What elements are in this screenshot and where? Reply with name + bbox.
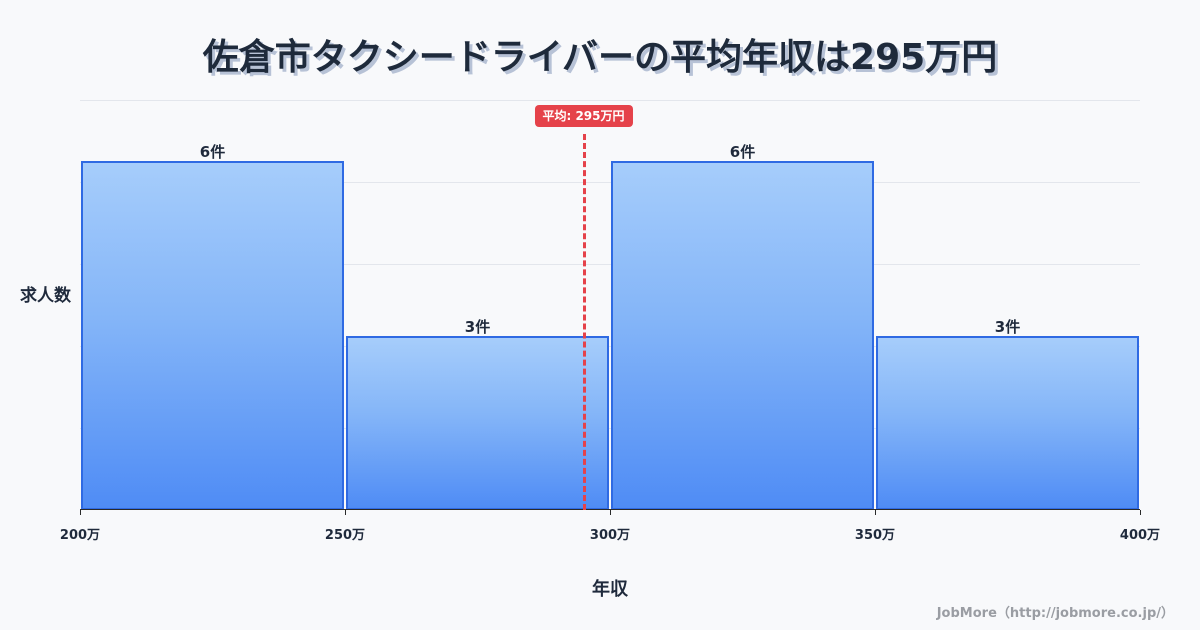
histogram-bar: [876, 335, 1139, 510]
x-tick: [875, 510, 876, 515]
gridline: [80, 264, 1140, 265]
chart-title: 佐倉市タクシードライバーの平均年収は295万円: [202, 37, 998, 78]
histogram-bar: [346, 335, 609, 510]
histogram-bar: [81, 161, 344, 510]
x-tick: [610, 510, 611, 515]
x-tick: [1140, 510, 1141, 515]
x-tick: [345, 510, 346, 515]
average-line: [582, 134, 586, 510]
histogram-bar: [611, 161, 874, 510]
gridline: [80, 100, 1140, 101]
x-tick: [80, 510, 81, 515]
gridline: [80, 428, 1140, 429]
gridline: [80, 182, 1140, 183]
x-tick-label: 300万: [589, 528, 631, 543]
bar-value-label: 6件: [729, 143, 756, 161]
x-tick-label: 200万: [59, 528, 101, 543]
x-tick-label: 250万: [324, 528, 366, 543]
gridline: [80, 346, 1140, 347]
bar-value-label: 3件: [994, 317, 1021, 336]
average-badge: 平均: 295万円: [534, 105, 633, 127]
bar-value-label: 3件: [464, 317, 491, 336]
y-axis-label: 求人数: [20, 286, 71, 306]
x-tick-label: 350万: [854, 528, 896, 543]
source-credit: JobMore（http://jobmore.co.jp/）: [936, 606, 1174, 621]
x-axis-label: 年収: [592, 579, 628, 600]
bar-value-label: 6件: [199, 143, 226, 161]
x-tick-label: 400万: [1119, 528, 1161, 543]
x-axis-line: [80, 509, 1140, 510]
